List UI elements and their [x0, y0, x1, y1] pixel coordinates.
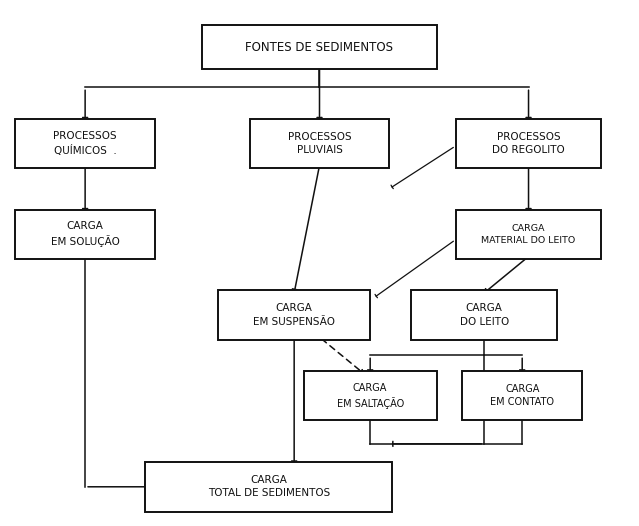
Text: FONTES DE SEDIMENTOS: FONTES DE SEDIMENTOS [245, 41, 394, 54]
Text: CARGA
MATERIAL DO LEITO: CARGA MATERIAL DO LEITO [481, 224, 576, 245]
FancyBboxPatch shape [15, 118, 155, 168]
FancyBboxPatch shape [250, 118, 389, 168]
Text: CARGA
EM SOLUÇÃO: CARGA EM SOLUÇÃO [50, 221, 119, 247]
FancyBboxPatch shape [462, 371, 582, 420]
Text: PROCESSOS
PLUVIAIS: PROCESSOS PLUVIAIS [288, 132, 351, 155]
Text: CARGA
EM SUSPENSÃO: CARGA EM SUSPENSÃO [253, 304, 335, 327]
Text: PROCESSOS
QUÍMICOS  .: PROCESSOS QUÍMICOS . [53, 131, 117, 156]
FancyBboxPatch shape [145, 462, 392, 511]
Text: CARGA
TOTAL DE SEDIMENTOS: CARGA TOTAL DE SEDIMENTOS [208, 475, 330, 499]
FancyBboxPatch shape [456, 210, 601, 259]
Text: CARGA
DO LEITO: CARGA DO LEITO [459, 304, 509, 327]
FancyBboxPatch shape [218, 290, 370, 340]
FancyBboxPatch shape [203, 25, 436, 69]
Text: PROCESSOS
DO REGOLITO: PROCESSOS DO REGOLITO [492, 132, 565, 155]
FancyBboxPatch shape [456, 118, 601, 168]
FancyBboxPatch shape [412, 290, 557, 340]
Text: CARGA
EM SALTAÇÃO: CARGA EM SALTAÇÃO [337, 383, 404, 409]
FancyBboxPatch shape [304, 371, 436, 420]
Text: CARGA
EM CONTATO: CARGA EM CONTATO [490, 384, 554, 407]
FancyBboxPatch shape [15, 210, 155, 259]
